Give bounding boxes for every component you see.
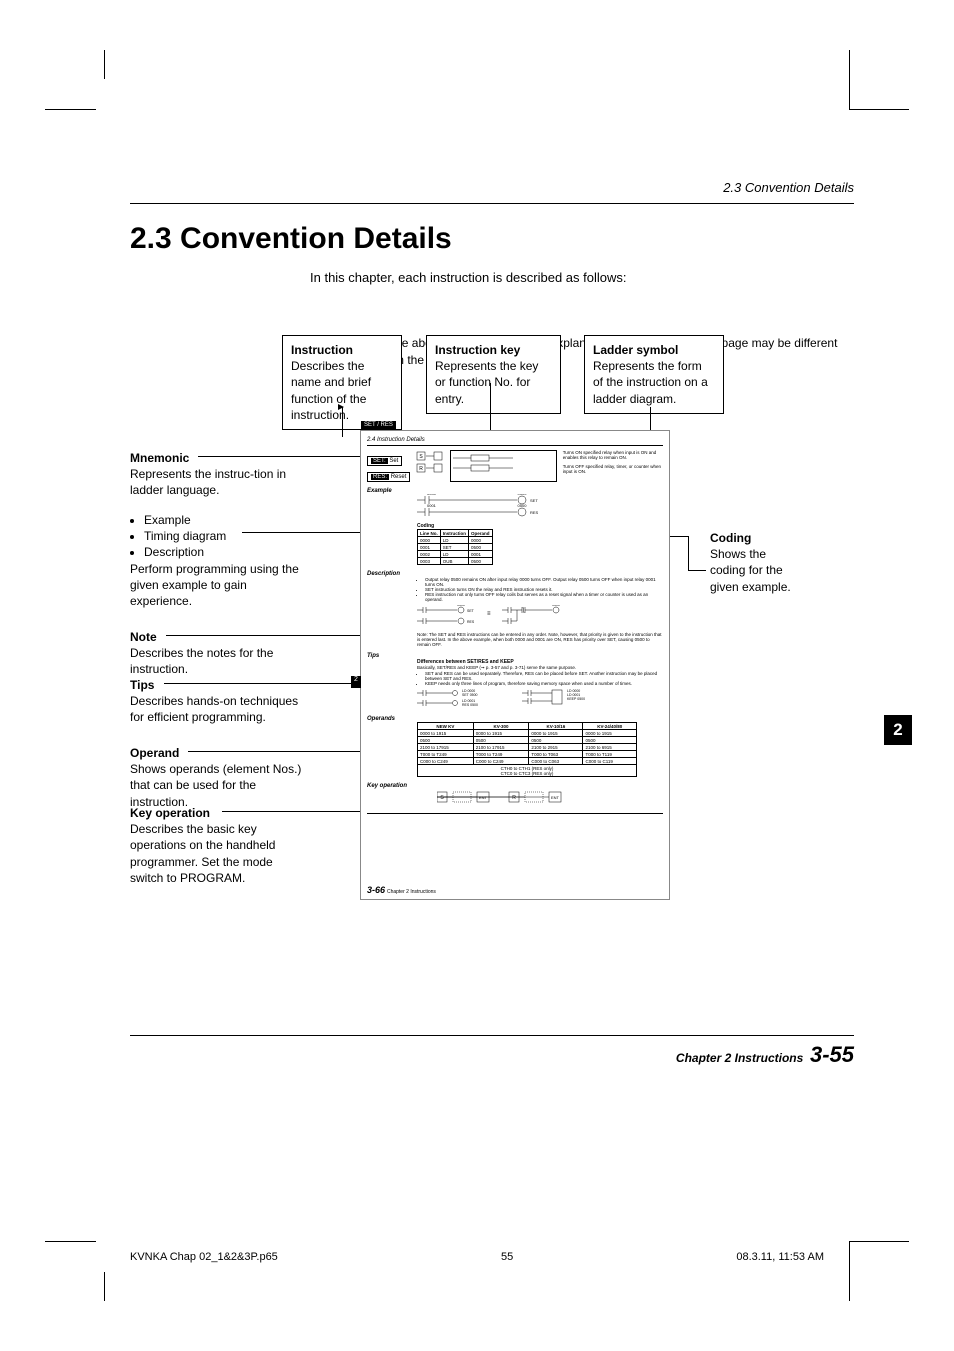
box-symbol: Ladder symbol Represents the form of the… <box>584 335 724 414</box>
operand-h: Operand <box>130 746 179 760</box>
mini-tab: SET / RES <box>361 421 396 429</box>
operand-t: Shows operands (element Nos.) that can b… <box>130 761 305 810</box>
box-key: Instruction key Represents the key or fu… <box>426 335 561 414</box>
svg-text:SET: SET <box>467 609 475 613</box>
svg-text:KEEP 0500: KEEP 0500 <box>567 697 585 701</box>
page-footer: Chapter 2 Instructions 3-55 <box>130 1042 854 1068</box>
exp-item: Timing diagram <box>144 528 305 544</box>
note-h: Note <box>130 630 157 644</box>
mini-operands-table: NEW KVKV-300KV-10/16KV-24/40/80 0000 to … <box>417 722 637 777</box>
mini-rule <box>367 445 663 446</box>
svg-text:ENT: ENT <box>551 795 560 800</box>
exp-item: Example <box>144 512 305 528</box>
mini-breadcrumb: 2.4 Instruction Details <box>367 437 663 443</box>
mini-desc-bullets: Output relay 0500 remains ON after input… <box>425 577 663 602</box>
footer-chapter: Chapter 2 Instructions <box>676 1051 803 1065</box>
svg-text:0500: 0500 <box>552 605 560 607</box>
mini-tips-block: Differences between SET/RES and KEEP Bas… <box>417 659 663 710</box>
callout-tips: Tips Describes hands-on techniques for e… <box>130 677 300 726</box>
svg-text:RES: RES <box>467 620 475 624</box>
diagram-area: 2 Instruction Describes the name and bri… <box>130 335 854 975</box>
note-t: Describes the notes for the instruction. <box>130 645 300 677</box>
svg-text:RES 0500: RES 0500 <box>462 703 478 707</box>
mini-coding-table: Line No.InstructionOperand 0000LD0000 00… <box>417 529 493 565</box>
svg-text:SET: SET <box>530 498 538 503</box>
svg-text:RES: RES <box>530 510 539 515</box>
tips-t: Describes hands-on techniques for effici… <box>130 693 300 725</box>
svg-text:0500: 0500 <box>457 605 465 607</box>
svg-text:0500: 0500 <box>518 494 528 496</box>
header-rule <box>130 203 854 204</box>
mini-operands-block: NEW KVKV-300KV-10/16KV-24/40/80 0000 to … <box>417 722 663 777</box>
coding-h: Coding <box>710 531 751 545</box>
mini-mnemo: RES: Reset <box>367 472 410 482</box>
mini-side-tab: 2 <box>351 676 361 688</box>
print-page: 55 <box>501 1251 513 1263</box>
footer-pagenum: 3-55 <box>810 1042 854 1067</box>
leader <box>688 536 689 570</box>
keyop-t: Describes the basic key operations on th… <box>130 821 305 886</box>
svg-text:S: S <box>420 454 424 460</box>
svg-text:R: R <box>512 795 516 801</box>
callout-coding: Coding Shows the coding for the given ex… <box>710 530 795 595</box>
mini-header-row: SET: Set RES: Reset SR Turns ON specifie… <box>367 450 663 482</box>
header-breadcrumb: 2.3 Convention Details <box>130 180 854 195</box>
mnemonic-h: Mnemonic <box>130 451 189 465</box>
svg-text:0500: 0500 <box>518 503 528 508</box>
print-file: KVNKA Chap 02_1&2&3P.p65 <box>130 1251 278 1263</box>
mini-keyop-keys: S ENT R ENT <box>437 791 663 805</box>
keyop-h: Key operation <box>130 806 210 820</box>
svg-text:ENT: ENT <box>479 795 488 800</box>
svg-text:S: S <box>440 795 444 801</box>
callout-mnemonic: Mnemonic Represents the instruc-tion in … <box>130 450 300 499</box>
mnemonic-t: Represents the instruc-tion in ladder la… <box>130 466 300 498</box>
callout-keyop: Key operation Describes the basic key op… <box>130 805 305 886</box>
footer-rule <box>130 1035 854 1036</box>
mini-keyop-label: Key operation <box>367 783 663 789</box>
mini-mnemo: SET: Set <box>367 456 402 466</box>
section-title: 2.3 Convention Details <box>130 222 854 256</box>
callout-operand: Operand Shows operands (element Nos.) th… <box>130 745 305 810</box>
experience-list: Example Timing diagram Description <box>144 512 305 561</box>
coding-t: Shows the coding for the given example. <box>710 546 795 595</box>
mini-desc-ladder: 0500SET RES ≡ 0500 <box>417 605 663 629</box>
mini-note: Note: The SET and RES instructions can b… <box>417 632 663 647</box>
mini-symbol-col <box>450 450 556 482</box>
leader <box>198 456 376 457</box>
side-tab: 2 <box>884 715 912 745</box>
callout-note: Note Describes the notes for the instruc… <box>130 629 300 678</box>
print-date: 08.3.11, 11:53 AM <box>736 1251 824 1263</box>
box-key-t: Represents the key or function No. for e… <box>435 358 552 407</box>
mini-footer-rule <box>367 813 663 814</box>
callout-experience: Example Timing diagram Description Perfo… <box>130 512 305 609</box>
leader <box>242 532 372 533</box>
experience-t: Perform programming using the given exam… <box>130 561 305 610</box>
mini-topdesc: Turns ON specified relay when input is O… <box>563 450 663 482</box>
exp-item: Description <box>144 544 305 560</box>
leader <box>688 570 706 571</box>
svg-text:SET 0500: SET 0500 <box>462 693 478 697</box>
intro-text: In this chapter, each instruction is des… <box>310 270 854 285</box>
page-content: 2.3 Convention Details 2.3 Convention De… <box>130 180 854 1068</box>
mini-mnemo-col: SET: Set RES: Reset <box>367 450 410 482</box>
box-symbol-t: Represents the form of the instruction o… <box>593 358 715 407</box>
mini-pagenum: 3-66 Chapter 2 Instructions <box>367 885 436 895</box>
svg-text:0000: 0000 <box>427 494 437 496</box>
print-info: KVNKA Chap 02_1&2&3P.p65 55 08.3.11, 11:… <box>130 1251 824 1263</box>
svg-text:0001: 0001 <box>427 503 437 508</box>
miniature-page: SET / RES 2.4 Instruction Details SET: S… <box>360 430 670 900</box>
box-instruction-h: Instruction <box>291 342 393 358</box>
mini-keysym: SR <box>416 450 444 482</box>
box-symbol-h: Ladder symbol <box>593 342 715 358</box>
svg-text:≡: ≡ <box>487 611 491 617</box>
mini-example-ladder: 00000500SET 00010500RES <box>417 494 663 520</box>
mini-coding-block: Coding Line No.InstructionOperand 0000LD… <box>417 523 663 565</box>
svg-text:R: R <box>420 466 424 472</box>
tips-h: Tips <box>130 678 154 692</box>
box-key-h: Instruction key <box>435 342 552 358</box>
leader <box>342 407 343 437</box>
